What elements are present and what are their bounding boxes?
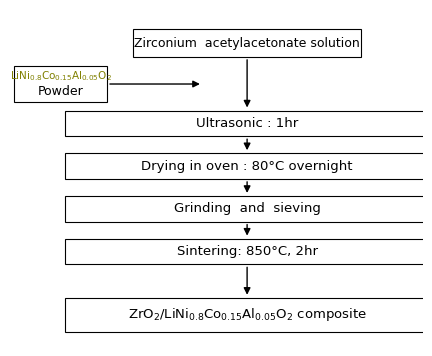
FancyBboxPatch shape (65, 239, 429, 264)
FancyBboxPatch shape (65, 298, 429, 332)
Text: $\mathrm{LiNi_{0.8}Co_{0.15}Al_{0.05}O_2}$: $\mathrm{LiNi_{0.8}Co_{0.15}Al_{0.05}O_2… (10, 69, 111, 83)
Text: Ultrasonic : 1hr: Ultrasonic : 1hr (196, 117, 298, 130)
Text: Drying in oven : 80°C overnight: Drying in oven : 80°C overnight (141, 159, 353, 173)
FancyBboxPatch shape (14, 66, 107, 102)
Text: Zirconium  acetylacetonate solution: Zirconium acetylacetonate solution (134, 37, 360, 49)
Text: Powder: Powder (38, 85, 83, 98)
Text: $\mathrm{ZrO_2/LiNi_{0.8}Co_{0.15}Al_{0.05}O_2}$ composite: $\mathrm{ZrO_2/LiNi_{0.8}Co_{0.15}Al_{0.… (128, 306, 366, 323)
Text: Sintering: 850°C, 2hr: Sintering: 850°C, 2hr (177, 245, 318, 258)
FancyBboxPatch shape (65, 196, 429, 221)
Text: Grinding  and  sieving: Grinding and sieving (174, 202, 321, 215)
FancyBboxPatch shape (133, 29, 361, 57)
FancyBboxPatch shape (65, 110, 429, 136)
FancyBboxPatch shape (65, 153, 429, 179)
